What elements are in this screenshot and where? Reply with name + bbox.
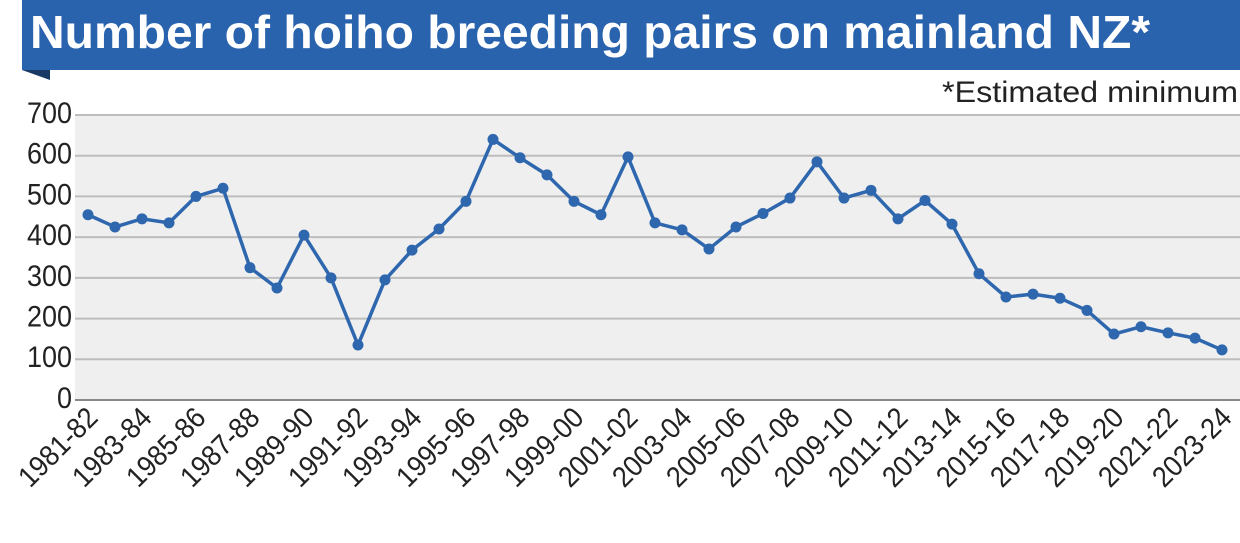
data-point: [973, 268, 985, 280]
data-point: [811, 156, 823, 168]
data-point: [1081, 304, 1093, 316]
data-point: [595, 209, 607, 221]
y-tick-label: 700: [27, 97, 72, 130]
data-point: [298, 229, 310, 241]
y-tick-label: 600: [27, 138, 72, 171]
y-tick-label: 400: [27, 219, 72, 252]
data-point: [1162, 327, 1174, 339]
data-point: [325, 272, 337, 284]
title-banner: [22, 0, 1240, 70]
plot-area: [75, 115, 1240, 400]
data-point: [109, 221, 121, 233]
data-point: [1108, 328, 1120, 340]
data-point: [217, 182, 229, 194]
y-tick-label: 500: [27, 178, 72, 211]
chart-title: Number of hoiho breeding pairs on mainla…: [30, 6, 1150, 58]
data-point: [892, 213, 904, 225]
data-point: [865, 184, 877, 196]
data-point: [514, 152, 526, 164]
data-point: [838, 192, 850, 204]
data-point: [1027, 288, 1039, 300]
data-point: [946, 218, 958, 230]
data-point: [379, 274, 391, 286]
data-point: [1189, 332, 1201, 344]
y-tick-label: 300: [27, 260, 72, 293]
data-point: [1054, 292, 1066, 304]
chart-subtitle: *Estimated minimum: [942, 76, 1238, 109]
data-point: [622, 151, 634, 163]
data-point: [541, 169, 553, 181]
data-point: [757, 208, 769, 220]
data-point: [271, 282, 283, 294]
data-point: [649, 217, 661, 229]
y-tick-label: 200: [27, 300, 72, 333]
data-point: [136, 213, 148, 225]
data-point: [568, 195, 580, 207]
y-tick-label: 0: [57, 382, 72, 415]
data-point: [1000, 291, 1012, 303]
data-point: [919, 195, 931, 206]
data-point: [730, 221, 742, 233]
data-point: [244, 262, 256, 274]
data-point: [190, 190, 202, 202]
data-point: [82, 209, 94, 221]
data-point: [703, 243, 715, 255]
data-point: [352, 339, 364, 351]
y-tick-label: 100: [27, 341, 72, 374]
data-point: [676, 224, 688, 236]
data-point: [163, 217, 175, 229]
data-point: [1135, 321, 1147, 333]
data-point: [406, 244, 418, 256]
data-point: [433, 223, 445, 235]
data-point: [487, 133, 499, 145]
data-point: [784, 192, 796, 204]
data-point: [460, 195, 472, 207]
banner-fold: [22, 70, 50, 80]
data-point: [1216, 344, 1228, 356]
